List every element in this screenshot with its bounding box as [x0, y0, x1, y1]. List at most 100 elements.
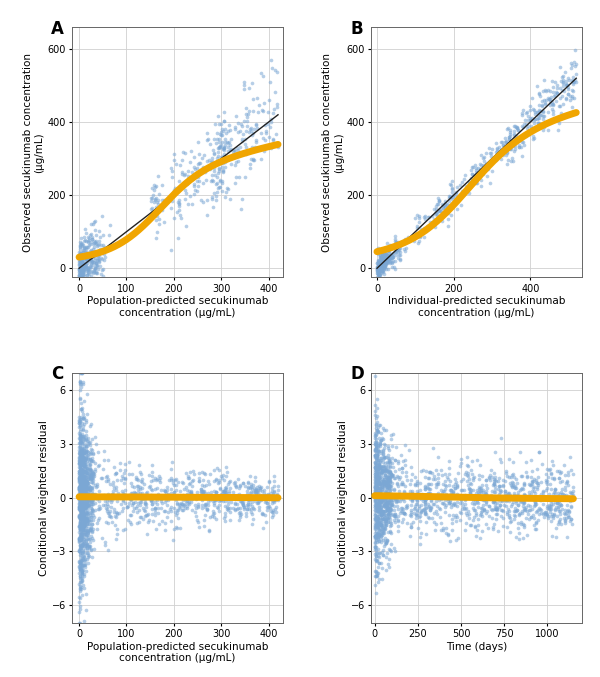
Point: [536, 507, 546, 518]
Point: [77, 414, 86, 425]
Point: [373, 427, 383, 438]
Point: [550, 485, 560, 496]
Point: [502, 506, 512, 517]
Point: [76, 487, 85, 498]
Point: [508, 153, 517, 164]
Point: [377, 466, 386, 477]
Point: [370, 485, 380, 496]
Point: [395, 245, 404, 256]
Point: [374, 508, 383, 519]
Point: [267, 495, 277, 506]
Point: [77, 246, 86, 257]
Point: [421, 508, 431, 519]
Point: [373, 262, 383, 273]
Point: [507, 477, 517, 488]
Point: [83, 490, 92, 501]
Point: [385, 525, 395, 536]
Point: [85, 470, 95, 481]
Point: [547, 495, 557, 506]
Point: [86, 419, 95, 430]
Point: [77, 521, 87, 532]
Point: [378, 550, 388, 561]
Point: [556, 519, 566, 529]
Text: A: A: [51, 20, 64, 37]
Point: [87, 527, 97, 538]
Point: [383, 477, 392, 488]
Point: [382, 483, 392, 494]
Point: [425, 466, 435, 477]
Point: [78, 536, 88, 546]
Point: [376, 502, 386, 513]
Point: [383, 466, 392, 477]
Point: [96, 253, 106, 264]
Point: [81, 250, 91, 261]
Point: [381, 538, 391, 548]
Point: [94, 254, 103, 265]
Point: [467, 498, 476, 508]
Point: [160, 485, 170, 496]
Point: [75, 281, 85, 292]
Point: [180, 194, 190, 205]
Point: [77, 486, 86, 497]
Point: [162, 499, 172, 510]
Point: [382, 465, 392, 476]
Point: [135, 467, 145, 478]
Point: [76, 433, 85, 443]
Point: [384, 247, 394, 258]
Point: [76, 535, 86, 546]
Point: [77, 494, 87, 504]
Point: [74, 418, 84, 429]
Point: [212, 153, 221, 164]
Point: [83, 447, 93, 458]
Point: [527, 123, 537, 134]
Point: [86, 491, 96, 502]
Point: [379, 476, 389, 487]
Point: [385, 514, 394, 525]
Point: [77, 520, 86, 531]
Point: [76, 472, 85, 483]
Point: [378, 476, 388, 487]
Point: [472, 496, 481, 507]
Point: [76, 529, 85, 540]
Point: [77, 479, 87, 489]
Point: [481, 489, 491, 500]
Point: [394, 486, 404, 497]
Point: [560, 504, 570, 515]
Point: [259, 487, 269, 498]
Point: [77, 367, 87, 378]
Point: [405, 509, 415, 520]
Point: [80, 519, 89, 529]
Point: [379, 527, 388, 538]
Point: [172, 510, 181, 521]
Point: [84, 274, 94, 284]
Point: [80, 481, 89, 492]
Point: [83, 506, 92, 517]
Point: [373, 248, 382, 259]
Point: [533, 107, 542, 118]
Point: [424, 501, 433, 512]
Point: [547, 500, 556, 511]
Point: [76, 276, 86, 286]
Point: [214, 505, 224, 516]
Point: [421, 481, 430, 492]
Point: [77, 503, 86, 514]
Point: [519, 495, 529, 506]
Point: [548, 510, 557, 521]
Point: [384, 252, 394, 263]
Point: [212, 463, 222, 474]
Point: [222, 502, 232, 512]
Point: [374, 259, 384, 270]
Point: [532, 463, 541, 474]
Point: [513, 518, 523, 529]
Point: [80, 242, 90, 253]
Point: [192, 175, 202, 186]
Point: [375, 264, 385, 275]
Point: [374, 445, 384, 456]
Point: [85, 464, 95, 475]
Point: [78, 481, 88, 492]
Point: [538, 498, 547, 509]
Point: [506, 480, 516, 491]
Point: [184, 198, 193, 209]
Point: [77, 576, 87, 587]
Point: [566, 496, 575, 506]
